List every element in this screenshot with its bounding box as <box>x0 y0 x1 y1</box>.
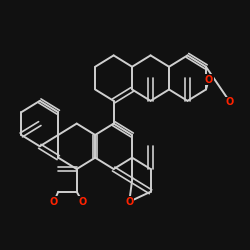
Text: O: O <box>226 97 234 107</box>
Text: O: O <box>205 74 213 85</box>
Text: O: O <box>50 197 58 207</box>
Text: O: O <box>78 197 86 207</box>
Text: O: O <box>125 197 134 207</box>
